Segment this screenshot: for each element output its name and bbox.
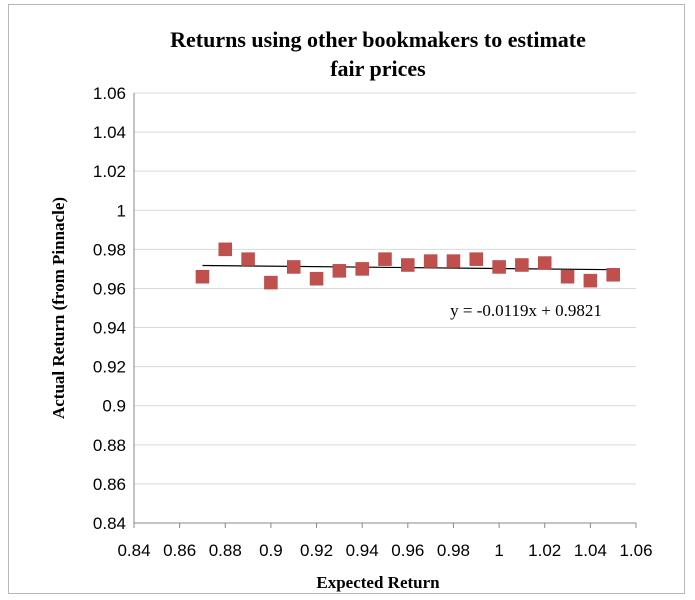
x-tick-label: 0.96 — [391, 541, 424, 560]
x-tick-label: 1.04 — [574, 541, 607, 560]
data-point — [401, 258, 415, 272]
chart-title-line-2: fair prices — [330, 56, 426, 81]
x-tick-labels: 0.84 0.86 0.88 0.9 0.92 0.94 0.96 0.98 1 1.02 1.04… — [117, 541, 652, 560]
data-point — [195, 269, 210, 284]
data-point — [606, 268, 620, 282]
data-point — [469, 252, 484, 266]
data-point — [560, 269, 575, 284]
y-tick-label: 0.84 — [93, 514, 126, 533]
x-tick-label: 0.94 — [346, 541, 379, 560]
data-point — [218, 242, 233, 257]
y-tick-label: 1.04 — [93, 123, 126, 142]
y-tick-label: 1.02 — [93, 162, 126, 181]
data-points — [195, 242, 620, 290]
x-tick-label: 1 — [494, 541, 503, 560]
data-point — [423, 254, 438, 268]
data-point — [332, 264, 347, 278]
x-axis-title: Expected Return — [316, 573, 440, 592]
data-point — [492, 260, 506, 274]
y-tick-label: 0.9 — [102, 397, 126, 416]
x-tick-label: 0.88 — [209, 541, 242, 560]
trendline-equation: y = -0.0119x + 0.9821 — [450, 301, 602, 320]
y-tick-label: 0.96 — [93, 279, 126, 298]
x-tick-label: 1.02 — [528, 541, 561, 560]
data-point — [241, 252, 255, 266]
y-tick-label: 0.88 — [93, 436, 126, 455]
data-point — [583, 273, 598, 288]
x-tick-label: 0.98 — [437, 541, 470, 560]
y-tick-label: 0.98 — [93, 240, 126, 259]
y-tick-label: 0.94 — [93, 319, 126, 338]
x-tick-label: 0.92 — [300, 541, 333, 560]
data-point — [378, 252, 392, 266]
gridlines — [134, 92, 636, 485]
axes — [133, 93, 637, 528]
data-point — [537, 256, 552, 270]
y-axis-title: Actual Return (from Pinnacle) — [49, 197, 68, 419]
y-tick-labels: 0.84 0.86 0.88 0.9 0.92 0.94 0.96 0.98 1 1.02 1.04… — [93, 84, 126, 533]
data-point — [515, 258, 529, 272]
y-tick-label: 1.06 — [93, 84, 126, 103]
data-point — [309, 271, 324, 286]
y-tick-label: 0.86 — [93, 475, 126, 494]
data-point — [355, 262, 369, 276]
data-point — [446, 254, 461, 268]
x-tick-label: 1.06 — [619, 541, 652, 560]
y-tick-label: 0.92 — [93, 358, 126, 377]
x-tick-label: 0.84 — [117, 541, 150, 560]
data-point — [264, 275, 278, 290]
x-tick-label: 0.9 — [259, 541, 283, 560]
data-point — [286, 260, 301, 274]
y-tick-label: 1 — [117, 201, 126, 220]
chart-title-line-1: Returns using other bookmakers to estima… — [170, 27, 586, 52]
chart-frame — [8, 4, 685, 594]
x-tick-label: 0.86 — [163, 541, 196, 560]
